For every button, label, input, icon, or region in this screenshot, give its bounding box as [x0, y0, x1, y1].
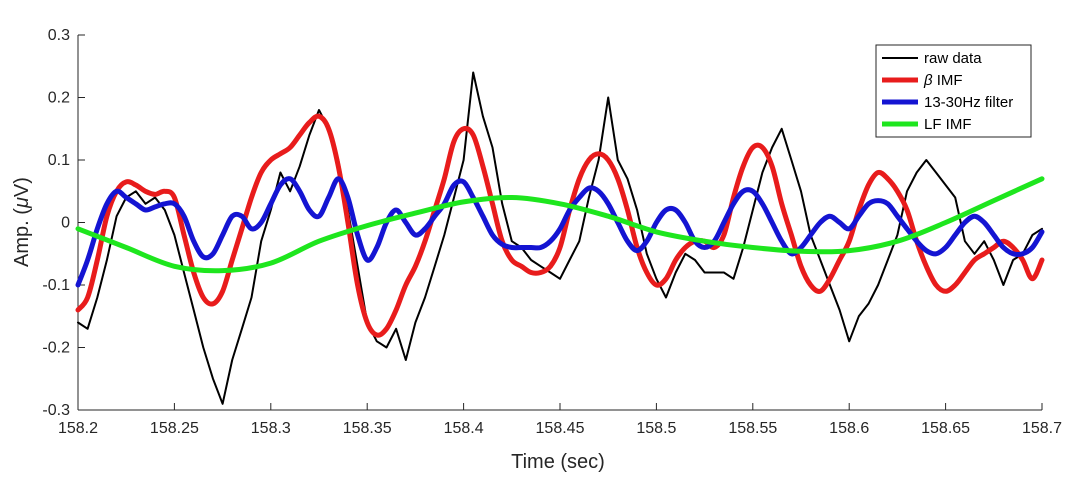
- y-tick-label: 0.2: [48, 90, 70, 107]
- legend-label: β IMF: [923, 72, 963, 89]
- axis-labels: Time (sec) Amp. (μV): [11, 177, 605, 473]
- x-axis-title: Time (sec): [511, 451, 605, 473]
- legend-label-text: raw data: [924, 50, 982, 67]
- y-axis-title-suffix: V): [11, 177, 33, 197]
- x-tick-label: 158.65: [921, 420, 970, 437]
- x-tick-label: 158.35: [343, 420, 392, 437]
- y-axis-title-prefix: Amp. (: [11, 208, 33, 267]
- x-tick-label: 158.3: [251, 420, 291, 437]
- x-tick-label: 158.45: [536, 420, 585, 437]
- x-tick-label: 158.2: [58, 420, 98, 437]
- plot-axes: -0.3 -0.2 -0.1 0 0.1 0.2 0.3 158.2 158.25 158.3 15…: [42, 27, 1062, 437]
- y-tick-label: -0.1: [42, 277, 70, 294]
- y-tick-label: 0.3: [48, 27, 70, 44]
- legend-label-text: 13-30Hz filter: [924, 94, 1013, 111]
- x-tick-label: 158.25: [150, 420, 199, 437]
- x-tick-label: 158.7: [1022, 420, 1062, 437]
- legend: raw data β IMF 13-30Hz filter LF IMF: [875, 44, 1032, 138]
- x-tick-label: 158.6: [829, 420, 869, 437]
- y-axis-title: Amp. (μV): [11, 177, 33, 267]
- x-tick-label: 158.4: [444, 420, 484, 437]
- series-line-2: [75, 176, 1045, 288]
- legend-label-text: IMF: [937, 72, 963, 89]
- y-tick-label: -0.3: [42, 402, 70, 419]
- legend-label-text: LF IMF: [924, 116, 972, 133]
- x-tick-label: 158.55: [728, 420, 777, 437]
- series-line-3: [75, 176, 1045, 274]
- y-tick-label: 0: [61, 215, 70, 232]
- legend-label: 13-30Hz filter: [924, 94, 1013, 111]
- legend-label-symbol: β: [923, 72, 937, 89]
- legend-label: LF IMF: [924, 116, 972, 133]
- y-tick-label: 0.1: [48, 152, 70, 169]
- y-tick-label: -0.2: [42, 340, 70, 357]
- x-tick-label: 158.5: [636, 420, 676, 437]
- legend-label: raw data: [924, 50, 982, 67]
- y-axis-title-mu: μ: [11, 197, 33, 209]
- series-line-1: [75, 113, 1045, 338]
- plot-series: [75, 71, 1045, 405]
- series-line-0: [77, 71, 1043, 405]
